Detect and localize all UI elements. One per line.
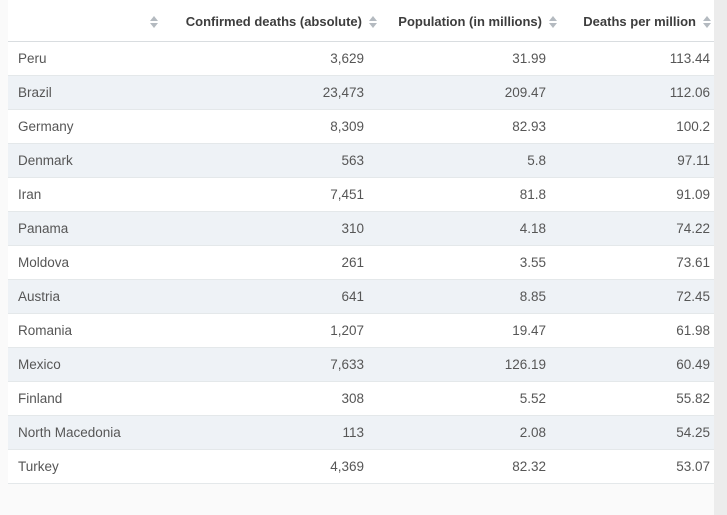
- scrollbar-track[interactable]: [714, 0, 727, 515]
- value-cell: 112.06: [560, 75, 714, 110]
- value-cell: 261: [168, 245, 380, 280]
- table-row: Turkey 4,369 82.32 53.07: [8, 449, 714, 484]
- value-cell: 74.22: [560, 211, 714, 246]
- value-cell: 126.19: [380, 347, 560, 382]
- value-cell: 1,207: [168, 313, 380, 348]
- table-header: Confirmed deaths (absolute) Population (…: [8, 0, 714, 42]
- header-row: Confirmed deaths (absolute) Population (…: [8, 0, 714, 42]
- value-cell: 82.93: [380, 109, 560, 144]
- value-cell: 97.11: [560, 143, 714, 178]
- value-cell: 54.25: [560, 415, 714, 450]
- value-cell: 5.8: [380, 143, 560, 178]
- country-cell: Peru: [8, 41, 168, 76]
- value-cell: 113.44: [560, 41, 714, 76]
- value-cell: 60.49: [560, 347, 714, 382]
- value-cell: 8,309: [168, 109, 380, 144]
- value-cell: 3.55: [380, 245, 560, 280]
- column-header-deaths-per-million[interactable]: Deaths per million: [560, 0, 714, 42]
- sort-arrows-icon[interactable]: [369, 15, 377, 28]
- value-cell: 23,473: [168, 75, 380, 110]
- sort-arrows-icon[interactable]: [549, 15, 557, 28]
- country-cell: Austria: [8, 279, 168, 314]
- sort-arrows-icon[interactable]: [150, 15, 158, 28]
- country-cell: Mexico: [8, 347, 168, 382]
- country-cell: Finland: [8, 381, 168, 416]
- sort-arrows-icon[interactable]: [703, 15, 711, 28]
- value-cell: 4,369: [168, 449, 380, 484]
- country-cell: Romania: [8, 313, 168, 348]
- value-cell: 81.8: [380, 177, 560, 212]
- country-cell: Panama: [8, 211, 168, 246]
- value-cell: 5.52: [380, 381, 560, 416]
- column-header-confirmed-deaths[interactable]: Confirmed deaths (absolute): [168, 0, 380, 42]
- table-row: Finland 308 5.52 55.82: [8, 381, 714, 416]
- table-row: Panama 310 4.18 74.22: [8, 211, 714, 246]
- column-header-label: Confirmed deaths (absolute): [185, 14, 362, 29]
- value-cell: 31.99: [380, 41, 560, 76]
- table-row: Brazil 23,473 209.47 112.06: [8, 75, 714, 110]
- column-header-population[interactable]: Population (in millions): [380, 0, 560, 42]
- value-cell: 73.61: [560, 245, 714, 280]
- value-cell: 91.09: [560, 177, 714, 212]
- value-cell: 100.2: [560, 109, 714, 144]
- table-container: Confirmed deaths (absolute) Population (…: [8, 0, 714, 484]
- table-row: North Macedonia 113 2.08 54.25: [8, 415, 714, 450]
- country-cell: Moldova: [8, 245, 168, 280]
- value-cell: 8.85: [380, 279, 560, 314]
- value-cell: 82.32: [380, 449, 560, 484]
- column-header-country[interactable]: [8, 0, 168, 42]
- table-row: Moldova 261 3.55 73.61: [8, 245, 714, 280]
- column-header-label: Population (in millions): [398, 14, 542, 29]
- table-row: Austria 641 8.85 72.45: [8, 279, 714, 314]
- value-cell: 4.18: [380, 211, 560, 246]
- country-cell: Brazil: [8, 75, 168, 110]
- value-cell: 61.98: [560, 313, 714, 348]
- value-cell: 53.07: [560, 449, 714, 484]
- value-cell: 55.82: [560, 381, 714, 416]
- value-cell: 209.47: [380, 75, 560, 110]
- table-row: Iran 7,451 81.8 91.09: [8, 177, 714, 212]
- value-cell: 7,633: [168, 347, 380, 382]
- country-cell: Iran: [8, 177, 168, 212]
- value-cell: 19.47: [380, 313, 560, 348]
- column-header-label: Deaths per million: [583, 14, 696, 29]
- value-cell: 3,629: [168, 41, 380, 76]
- table-row: Denmark 563 5.8 97.11: [8, 143, 714, 178]
- country-cell: Turkey: [8, 449, 168, 484]
- value-cell: 641: [168, 279, 380, 314]
- value-cell: 563: [168, 143, 380, 178]
- deaths-table: Confirmed deaths (absolute) Population (…: [8, 0, 714, 484]
- country-cell: Denmark: [8, 143, 168, 178]
- value-cell: 113: [168, 415, 380, 450]
- table-body: Peru 3,629 31.99 113.44 Brazil 23,473 209.47 11…: [8, 41, 714, 484]
- value-cell: 7,451: [168, 177, 380, 212]
- table-row: Mexico 7,633 126.19 60.49: [8, 347, 714, 382]
- country-cell: Germany: [8, 109, 168, 144]
- table-row: Germany 8,309 82.93 100.2: [8, 109, 714, 144]
- table-row: Peru 3,629 31.99 113.44: [8, 41, 714, 76]
- value-cell: 308: [168, 381, 380, 416]
- country-cell: North Macedonia: [8, 415, 168, 450]
- value-cell: 310: [168, 211, 380, 246]
- value-cell: 72.45: [560, 279, 714, 314]
- table-row: Romania 1,207 19.47 61.98: [8, 313, 714, 348]
- value-cell: 2.08: [380, 415, 560, 450]
